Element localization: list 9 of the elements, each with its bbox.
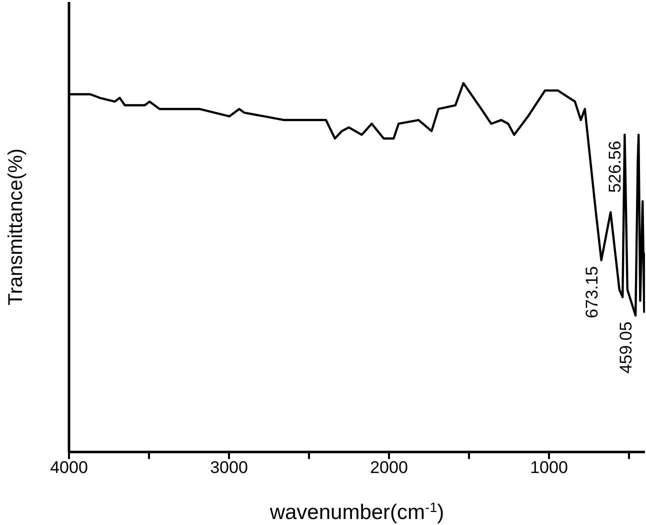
x-tick-label: 4000 [50, 458, 88, 478]
x-tick-label: 1000 [530, 458, 568, 478]
x-tick-label: 3000 [210, 458, 248, 478]
y-axis-title: Transmittance(%) [5, 148, 27, 306]
annotation: 673.15 [582, 266, 602, 318]
annotation: 459.05 [616, 322, 636, 374]
x-tick-label: 2000 [370, 458, 408, 478]
x-axis-title: wavenumber(cm$^{-1}$) [268, 500, 444, 524]
annotation: 526.56 [606, 140, 625, 193]
